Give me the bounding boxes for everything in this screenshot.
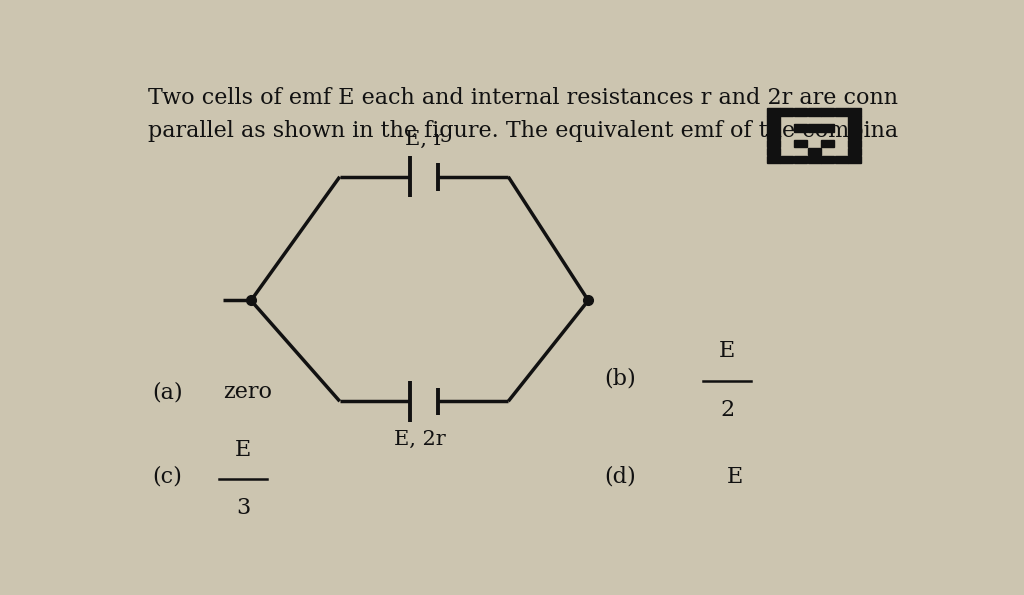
Bar <box>794 155 807 163</box>
Text: (a): (a) <box>152 381 182 403</box>
Bar <box>767 132 779 139</box>
Bar <box>821 108 835 116</box>
Bar <box>808 148 820 155</box>
Bar <box>835 108 848 116</box>
Bar <box>849 116 861 124</box>
Text: E, 2r: E, 2r <box>394 430 445 449</box>
Bar <box>767 124 779 131</box>
Bar <box>780 108 794 116</box>
Bar <box>808 155 820 163</box>
Bar <box>849 132 861 139</box>
Bar <box>849 148 861 155</box>
Text: E: E <box>719 340 735 362</box>
Text: E: E <box>234 439 251 461</box>
Text: (c): (c) <box>152 466 181 488</box>
Bar <box>821 155 835 163</box>
Bar <box>808 108 820 116</box>
Text: 2: 2 <box>720 399 734 421</box>
Bar <box>849 124 861 131</box>
Bar <box>794 124 807 131</box>
Bar <box>849 108 861 116</box>
Bar <box>849 140 861 148</box>
Bar <box>794 108 807 116</box>
Text: (b): (b) <box>604 367 636 389</box>
Text: E: E <box>727 466 743 488</box>
Bar <box>821 124 835 131</box>
Text: E, r: E, r <box>404 130 443 149</box>
Bar <box>767 116 779 124</box>
Bar <box>849 155 861 163</box>
Bar <box>808 124 820 131</box>
Bar <box>767 155 779 163</box>
Text: 3: 3 <box>236 497 250 519</box>
Bar <box>767 140 779 148</box>
Bar <box>780 155 794 163</box>
Bar <box>794 140 807 148</box>
Text: (d): (d) <box>604 466 636 488</box>
Text: zero: zero <box>223 381 272 403</box>
Bar <box>767 148 779 155</box>
Bar <box>767 108 779 116</box>
Text: Two cells of emf E each and internal resistances r and 2r are conn: Two cells of emf E each and internal res… <box>147 87 898 109</box>
Bar <box>835 155 848 163</box>
Text: parallel as shown in the figure. The equivalent emf of the combina: parallel as shown in the figure. The equ… <box>147 120 898 142</box>
Bar <box>821 140 835 148</box>
